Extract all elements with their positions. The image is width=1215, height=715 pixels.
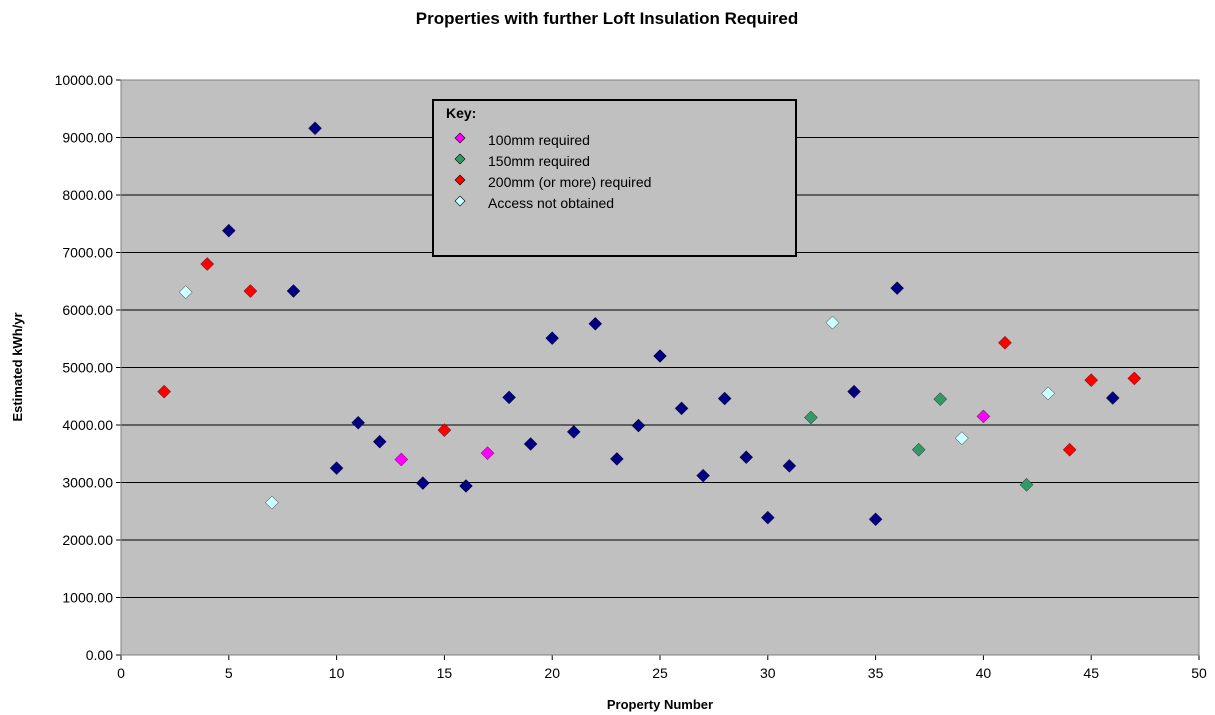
y-tick-label: 6000.00 [62,302,113,318]
y-tick-label: 5000.00 [62,360,113,376]
legend-marker-s150 [454,153,466,165]
data-point-unlisted [868,512,883,527]
data-point-s200 [157,384,171,399]
y-tick-label: 3000.00 [62,475,113,491]
data-point-s150 [911,442,926,457]
data-point-unlisted [286,284,301,298]
legend-label-s100: 100mm required [488,132,590,148]
data-point-unlisted [308,121,322,136]
data-point-unlisted [653,349,667,363]
data-point-s150 [933,392,948,406]
data-point-unlisted [696,468,710,483]
data-point-s100 [976,409,991,424]
y-tick-label: 2000.00 [62,532,113,548]
data-point-access [825,315,840,330]
y-tick-label: 9000.00 [62,130,113,146]
data-point-s200 [1062,442,1077,457]
data-point-unlisted [502,390,516,405]
data-point-s200 [243,284,258,298]
y-axis-ticks: 0.00 1000.00 2000.00 3000.00 4000.00 5000.00 6… [55,72,121,663]
y-axis-title: Estimated kWh/yr [10,312,25,421]
legend-box [432,99,797,257]
y-tick-label: 7000.00 [62,245,113,261]
data-point-unlisted [761,510,775,525]
data-point-unlisted [372,434,387,449]
data-point-unlisted [631,418,646,433]
x-tick-label: 30 [760,665,776,681]
data-point-unlisted [416,476,430,490]
data-point-s200 [1127,371,1142,386]
x-axis-title: Property Number [607,697,713,712]
y-tick-label: 4000.00 [62,417,113,433]
data-point-s200 [998,335,1012,350]
x-tick-label: 10 [329,665,345,681]
data-point-unlisted [890,281,904,295]
data-point-access [955,431,969,446]
y-tick-label: 0.00 [86,647,113,663]
legend-marker-s100 [454,132,466,144]
data-point-s100 [480,446,495,460]
legend-label-access: Access not obtained [488,195,614,211]
x-tick-label: 35 [868,665,884,681]
x-tick-label: 15 [437,665,453,681]
data-point-s150 [1019,478,1034,492]
data-point-s150 [804,410,818,425]
data-point-unlisted [847,384,861,399]
data-point-access [1041,386,1055,401]
data-point-s200 [1084,373,1098,387]
x-tick-label: 50 [1191,665,1207,681]
data-point-unlisted [588,317,603,331]
x-tick-label: 40 [976,665,992,681]
x-tick-label: 5 [225,665,233,681]
y-tick-label: 10000.00 [55,72,114,88]
data-point-unlisted [523,437,538,451]
data-point-unlisted [782,459,797,473]
legend-title: Key: [446,105,476,121]
legend-label-s150: 150mm required [488,153,590,169]
x-tick-label: 0 [117,665,125,681]
data-point-unlisted [739,450,754,464]
data-point-unlisted [329,461,344,475]
data-point-access [178,285,193,299]
data-point-unlisted [1105,391,1120,405]
y-tick-label: 8000.00 [62,187,113,203]
y-tick-label: 1000.00 [62,590,113,606]
legend-label-s200: 200mm (or more) required [488,174,651,190]
data-point-s200 [200,257,215,271]
data-point-s100 [394,452,409,467]
data-point-unlisted [351,415,365,430]
data-point-unlisted [222,223,236,238]
data-points [157,121,1142,527]
x-tick-label: 20 [544,665,560,681]
data-point-s200 [437,423,452,437]
legend-marker-s200 [454,174,466,186]
data-point-unlisted [566,425,581,439]
x-tick-label: 45 [1083,665,1099,681]
data-point-unlisted [459,479,473,493]
data-point-access [265,495,279,510]
legend-marker-access [454,195,466,207]
data-point-unlisted [610,452,624,466]
chart-title: Properties with further Loft Insulation … [416,9,799,28]
data-point-unlisted [545,331,559,345]
data-point-unlisted [717,391,732,406]
plot-border [120,79,1200,656]
legend: Key: 100mm required 150mm required 200mm (… [432,99,797,257]
data-point-unlisted [674,401,689,416]
x-tick-label: 25 [652,665,668,681]
